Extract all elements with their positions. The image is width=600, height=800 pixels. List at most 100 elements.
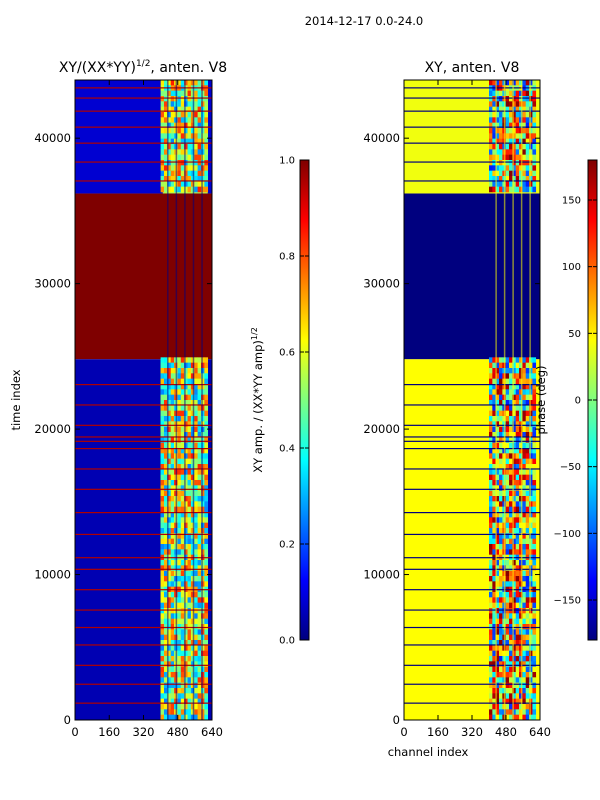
- right-band-cell: [495, 517, 500, 523]
- left-band-cell: [184, 426, 188, 433]
- left-band-cell: [163, 682, 168, 689]
- left-band-cell: [163, 485, 168, 491]
- left-band-cell: [180, 634, 185, 641]
- left-band-cell: [184, 400, 188, 406]
- right-band-cell: [509, 528, 513, 534]
- right-band-cell: [515, 112, 520, 118]
- right-band-cell: [492, 661, 496, 667]
- right-band-cell: [495, 432, 500, 438]
- left-band-cell: [167, 149, 172, 155]
- right-band-cell: [529, 592, 533, 598]
- right-band-cell: [512, 357, 517, 363]
- left-band-cell: [167, 389, 172, 395]
- right-band-cell: [495, 602, 500, 609]
- left-band-cell: [194, 560, 198, 566]
- right-band-cell: [522, 378, 527, 385]
- left-band-cell: [167, 538, 172, 545]
- right-band-cell: [505, 565, 510, 571]
- right-band-cell: [499, 154, 503, 161]
- left-band-cell: [200, 506, 205, 513]
- right-band-cell: [499, 512, 503, 518]
- right-band-cell: [495, 181, 500, 187]
- left-band-cell: [160, 485, 165, 491]
- right-band-cell: [515, 128, 520, 134]
- left-band-cell: [170, 101, 175, 107]
- right-band-cell: [519, 496, 523, 502]
- left-band-cell: [204, 458, 209, 465]
- right-band-cell: [492, 458, 496, 465]
- right-band-cell: [512, 106, 517, 113]
- right-band-cell: [515, 469, 520, 475]
- right-band-cell: [495, 165, 500, 171]
- right-band-cell: [505, 357, 510, 363]
- right-band-cell: [515, 506, 520, 513]
- right-flag-line: [404, 440, 540, 442]
- right-band-cell: [499, 112, 503, 118]
- right-band-cell: [509, 629, 513, 635]
- left-band-cell: [194, 186, 198, 193]
- left-band-cell: [184, 496, 188, 502]
- left-band-cell: [163, 384, 168, 390]
- right-band-cell: [492, 565, 496, 571]
- left-band-cell: [197, 368, 202, 374]
- left-band-cell: [197, 165, 202, 171]
- right-band-cell: [532, 378, 537, 385]
- left-band-cell: [187, 480, 192, 486]
- left-band-cell: [190, 426, 195, 433]
- right-band-cell: [489, 501, 493, 507]
- right-band-cell: [512, 709, 517, 715]
- right-band-cell: [522, 581, 527, 587]
- right-band-cell: [529, 378, 533, 385]
- right-band-cell: [529, 432, 533, 438]
- right-band-cell: [532, 597, 537, 603]
- left-band-cell: [187, 698, 192, 705]
- left-band-cell: [184, 176, 188, 182]
- left-band-cell: [194, 629, 198, 635]
- left-band-cell: [194, 165, 198, 171]
- left-band-cell: [187, 522, 192, 529]
- right-band-cell: [509, 480, 513, 486]
- left-band-cell: [187, 96, 192, 102]
- left-band-cell: [190, 416, 195, 422]
- right-band-cell: [519, 650, 523, 657]
- left-band-cell: [160, 416, 165, 422]
- right-band-cell: [495, 522, 500, 529]
- left-band-cell: [163, 693, 168, 699]
- right-band-cell: [499, 544, 503, 550]
- right-band-cell: [515, 512, 520, 518]
- right-band-cell: [525, 138, 530, 145]
- right-band-cell: [525, 592, 530, 598]
- left-band-cell: [170, 661, 175, 667]
- left-band-cell: [200, 96, 205, 102]
- right-band-cell: [495, 368, 500, 374]
- left-band-cell: [184, 384, 188, 390]
- left-band-cell: [180, 656, 185, 662]
- right-band-cell: [532, 682, 537, 689]
- left-band-cell: [197, 704, 202, 710]
- left-band-cell: [197, 672, 202, 678]
- left-band-cell: [163, 544, 168, 550]
- left-band-cell: [190, 165, 195, 171]
- left-band-cell: [184, 165, 188, 171]
- right-band-cell: [532, 160, 537, 166]
- right-band-cell: [499, 496, 503, 502]
- left-band-cell: [197, 90, 202, 97]
- left-band-cell: [160, 170, 165, 177]
- left-band-cell: [197, 549, 202, 555]
- left-band-cell: [160, 112, 165, 118]
- left-band-cell: [197, 608, 202, 614]
- left-band-cell: [197, 464, 202, 470]
- left-band-cell: [184, 506, 188, 513]
- right-band-cell: [529, 368, 533, 374]
- left-band-cell: [167, 592, 172, 598]
- right-band-cell: [522, 144, 527, 150]
- left-band-cell: [187, 421, 192, 427]
- right-band-cell: [532, 501, 537, 507]
- right-band-cell: [519, 160, 523, 166]
- left-band-cell: [197, 677, 202, 683]
- right-band-cell: [525, 517, 530, 523]
- left-band-cell: [163, 512, 168, 518]
- right-channel-line: [529, 80, 531, 720]
- left-band-cell: [200, 453, 205, 459]
